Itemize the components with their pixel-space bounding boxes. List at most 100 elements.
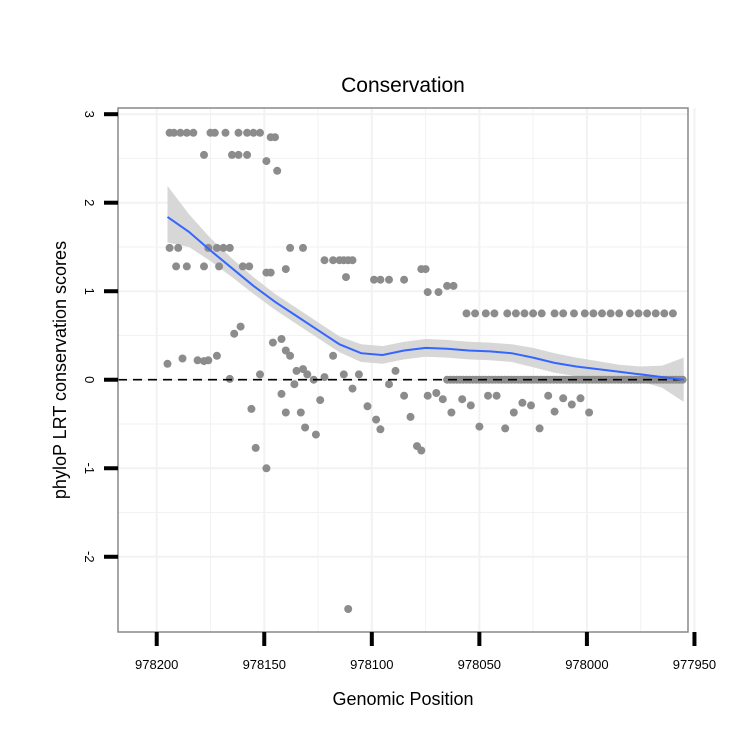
data-point [268,338,277,347]
data-point [225,243,234,252]
panel-border [117,107,689,633]
data-point [481,309,490,318]
data-point [238,262,247,271]
y-axis-label: phyloP LRT conservation scores [50,241,70,499]
data-point [544,391,553,400]
data-point [193,356,202,365]
data-point [281,346,290,355]
data-point [370,275,378,284]
data-point [200,150,208,159]
data-point [550,407,559,416]
y-axis: 3 2 1 0 -1 -2 [82,111,118,563]
data-point [466,401,475,410]
data-point [643,309,652,318]
data-point [277,335,286,343]
data-point [385,275,393,284]
data-point [221,128,230,137]
data-point [215,262,224,271]
data-point [348,256,357,265]
data-point [165,243,174,252]
data-point [625,309,634,318]
y-tick-label: -1 [82,463,97,475]
data-point [438,395,447,404]
data-point [262,157,271,166]
data-point [391,366,400,375]
data-point [342,273,350,282]
data-point [348,384,357,393]
data-point [432,389,441,397]
data-point [580,309,589,318]
data-point [200,357,208,366]
data-point [417,446,426,455]
y-tick-label: 3 [82,111,97,118]
data-point [230,329,239,338]
data-point [169,128,178,137]
data-point [182,262,191,271]
data-point [537,309,546,318]
x-tick-label: 977950 [673,657,716,672]
x-tick-label: 978200 [135,657,178,672]
data-point [529,309,538,318]
data-point [234,150,243,159]
data-point [447,408,456,417]
data-point [281,408,290,417]
data-point [434,288,443,297]
data-point [634,309,643,318]
data-point [316,396,325,405]
data-point [303,370,312,379]
data-point [292,366,301,375]
data-point [273,166,282,175]
data-point [212,351,221,360]
data-point [299,243,307,252]
data-point [449,281,458,290]
plot-panel [117,107,696,633]
data-point [570,309,578,318]
data-point [651,309,660,318]
data-point [511,309,520,318]
data-point [660,309,669,318]
data-point [559,309,568,318]
data-point [228,150,236,159]
data-point [299,365,307,374]
data-point [172,262,181,271]
data-point [251,443,260,452]
data-point [376,275,385,284]
data-point [615,309,624,318]
data-point [296,408,305,417]
data-point [354,370,363,379]
data-point [189,128,198,137]
data-point [423,288,432,297]
data-point [423,391,432,400]
data-point [281,265,290,274]
data-point [484,391,492,400]
data-point [301,423,310,432]
data-point [668,309,677,318]
data-point [585,408,594,417]
data-point [320,373,329,382]
data-point [277,389,286,398]
data-point [471,309,480,318]
data-point [509,408,518,417]
data-point [262,464,271,473]
data-point [559,394,568,403]
data-point [243,150,252,159]
data-point [363,402,372,411]
data-point [520,309,529,318]
data-point [286,243,295,252]
data-point [400,391,409,400]
data-point [329,256,338,265]
data-point [174,243,183,252]
x-tick-label: 978100 [350,657,393,672]
data-point [490,309,499,318]
chart-title: Conservation [341,74,465,97]
x-tick-label: 978000 [565,657,608,672]
y-tick-label: 2 [82,199,97,206]
data-point [247,404,256,413]
smooth-trend-line [166,216,684,381]
data-point [256,128,264,137]
x-tick-label: 978150 [243,657,286,672]
y-tick-label: 0 [82,376,97,383]
data-point [503,309,512,318]
data-point [225,374,234,383]
